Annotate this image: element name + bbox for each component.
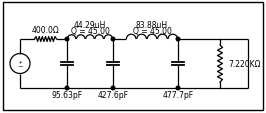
Text: 83.88uH: 83.88uH: [136, 21, 168, 30]
Text: +: +: [18, 59, 22, 64]
Text: Q = 45.00: Q = 45.00: [70, 27, 109, 36]
Text: 44.29uH: 44.29uH: [74, 21, 106, 30]
Circle shape: [65, 38, 69, 41]
Text: 427.6pF: 427.6pF: [98, 90, 128, 99]
FancyBboxPatch shape: [3, 3, 263, 110]
Text: Q = 45.00: Q = 45.00: [132, 27, 172, 36]
Circle shape: [65, 86, 69, 90]
Text: ~: ~: [17, 63, 23, 69]
Circle shape: [111, 38, 115, 41]
Text: 477.7pF: 477.7pF: [163, 90, 194, 99]
Circle shape: [111, 86, 115, 90]
Circle shape: [176, 86, 180, 90]
Circle shape: [176, 38, 180, 41]
Text: 7.220KΩ: 7.220KΩ: [228, 59, 260, 68]
Text: 400.0Ω: 400.0Ω: [32, 26, 59, 35]
Text: 95.63pF: 95.63pF: [51, 90, 82, 99]
